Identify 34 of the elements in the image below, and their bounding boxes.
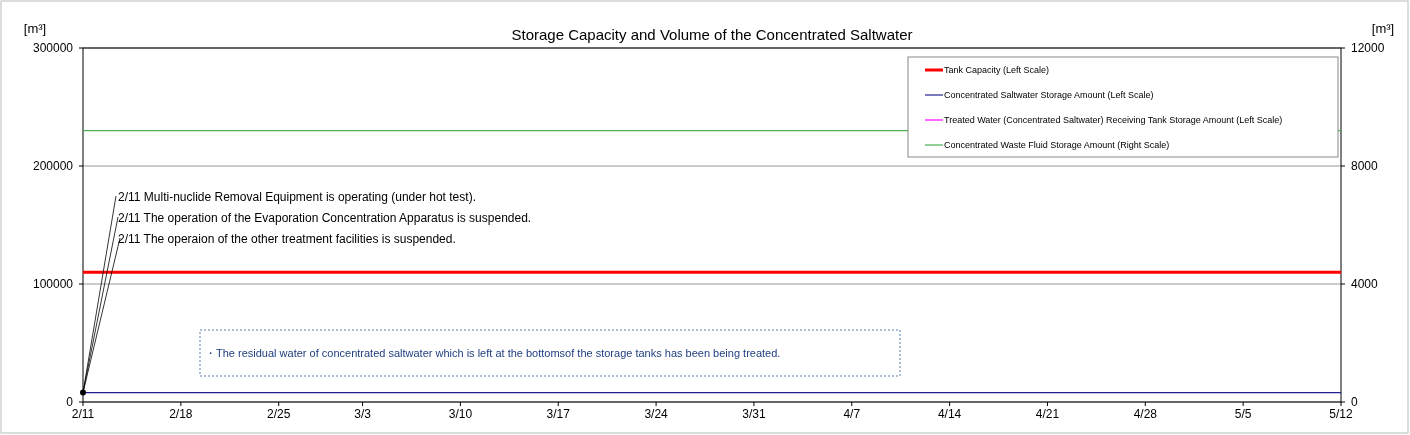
y-tick-label: 200000 [32,159,74,173]
x-tick-label: 4/21 [1035,407,1060,421]
y2-tick-label: 4000 [1351,277,1379,291]
x-tick-label: 5/12 [1329,407,1353,421]
x-tick-label: 3/10 [448,407,473,421]
x-tick-label: 3/17 [546,407,571,421]
y2-tick-label: 8000 [1351,159,1379,173]
y-tick-label: 300000 [32,41,74,55]
x-tick-label: 2/25 [267,407,291,421]
x-tick-label: 4/28 [1133,407,1158,421]
y-tick-label: 100000 [32,277,74,291]
note-box: ・The residual water of concentrated saltwater which is left at the bottomsof the storage tanks has been being treated. [199,329,901,377]
annotation: 2/11 Multi-nuclide Removal Equipment is operating (under hot test). [118,190,476,204]
legend-label: Concentrated Waste Fluid Storage Amount (Right Scale) [944,140,1170,150]
y-tick-label: 0 [66,395,74,409]
x-tick-label: 5/5 [1234,407,1252,421]
y-axis-title: [m³] [23,21,47,36]
legend-label: Concentrated Saltwater Storage Amount (Left Scale) [944,90,1154,100]
x-tick-label: 2/18 [169,407,193,421]
y2-axis-title: [m³] [1371,21,1395,36]
x-tick-label: 2/11 [71,407,95,421]
x-tick-label: 3/3 [354,407,372,421]
x-tick-label: 4/7 [843,407,861,421]
legend-label: Tank Capacity (Left Scale) [944,65,1050,75]
legend-label: Treated Water (Concentrated Saltwater) Receiving Tank Storage Amount (Left Scale) [944,115,1283,125]
x-tick-label: 4/14 [937,407,962,421]
x-tick-label: 3/24 [644,407,669,421]
y2-tick-label: 12000 [1351,41,1385,55]
annotation: ・The residual water of concentrated saltwater which is left at the bottomsof the storage tanks has been being treated. [205,347,781,359]
x-tick-label: 3/31 [742,407,766,421]
y2-tick-label: 0 [1351,395,1358,409]
annotation: 2/11 The operaion of the other treatment facilities is suspended. [118,232,456,246]
chart-title: Storage Capacity and Volume of the Concentrated Saltwater [511,26,913,43]
annotation: 2/11 The operation of the Evaporation Concentration Apparatus is suspended. [118,211,532,225]
